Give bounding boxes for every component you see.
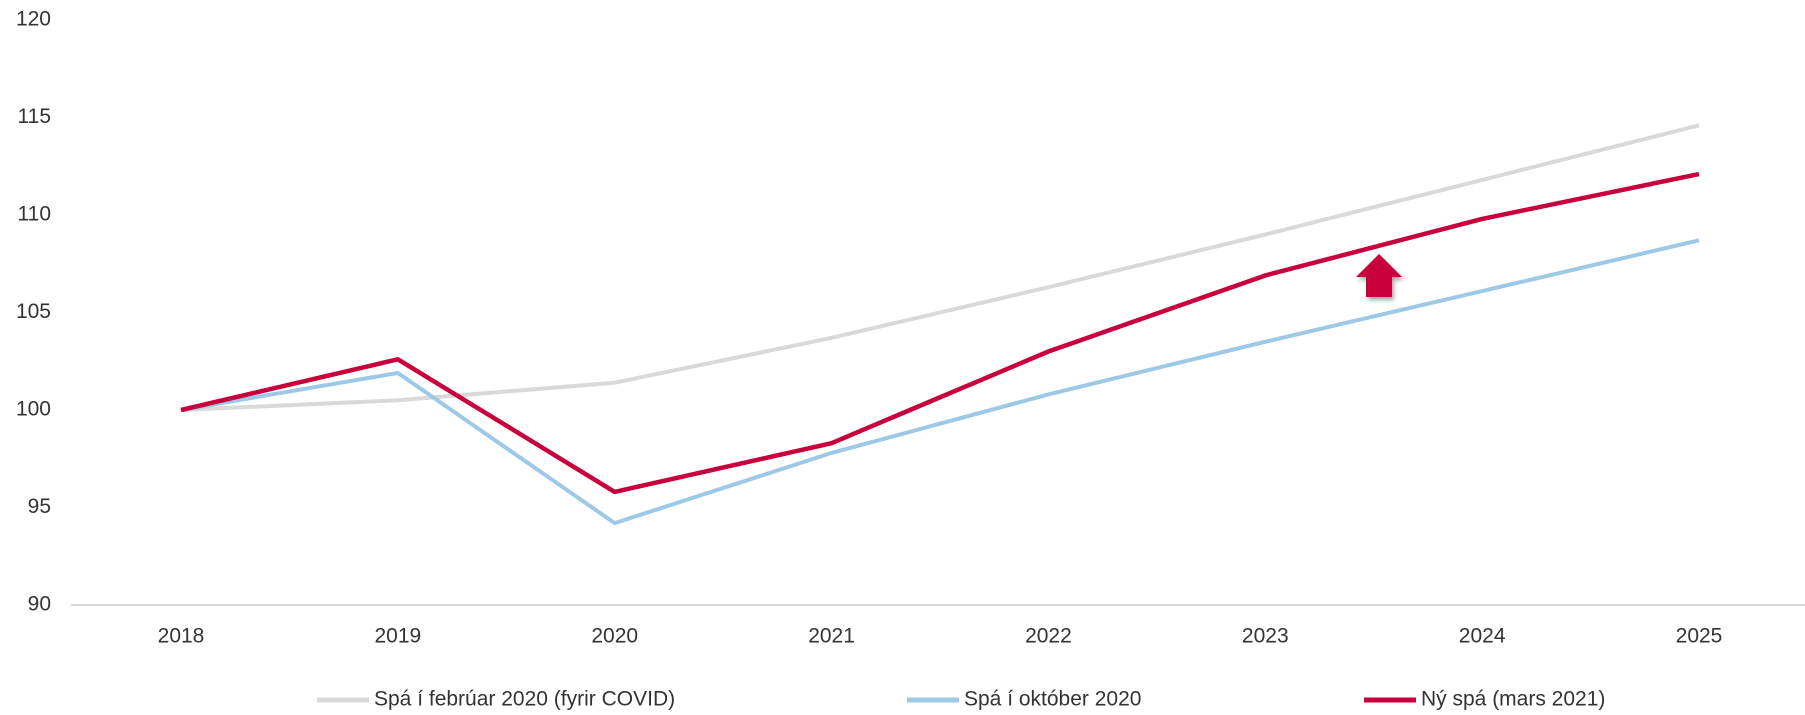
x-tick-label: 2023 bbox=[1242, 625, 1289, 648]
y-tick-label: 105 bbox=[16, 300, 51, 323]
y-tick-label: 120 bbox=[16, 8, 51, 31]
y-tick-label: 90 bbox=[28, 593, 51, 616]
up-arrow bbox=[1356, 254, 1402, 297]
x-tick-label: 2020 bbox=[591, 625, 638, 648]
y-tick-label: 110 bbox=[18, 203, 51, 226]
legend-label: Spá í október 2020 bbox=[964, 688, 1141, 711]
x-tick-label: 2024 bbox=[1459, 625, 1506, 648]
series-line bbox=[180, 238, 1700, 526]
y-tick-label: 115 bbox=[18, 105, 51, 128]
x-tick-label: 2019 bbox=[374, 625, 421, 648]
y-tick-label: 95 bbox=[28, 495, 51, 518]
x-tick-label: 2018 bbox=[158, 625, 205, 648]
x-tick-label: 2025 bbox=[1676, 625, 1723, 648]
legend-label: Spá í febrúar 2020 (fyrir COVID) bbox=[374, 688, 675, 711]
legend-label: Ný spá (mars 2021) bbox=[1421, 688, 1605, 711]
series-line bbox=[180, 171, 1700, 495]
y-tick-label: 100 bbox=[16, 398, 51, 421]
x-tick-label: 2022 bbox=[1025, 625, 1072, 648]
x-tick-label: 2021 bbox=[808, 625, 855, 648]
